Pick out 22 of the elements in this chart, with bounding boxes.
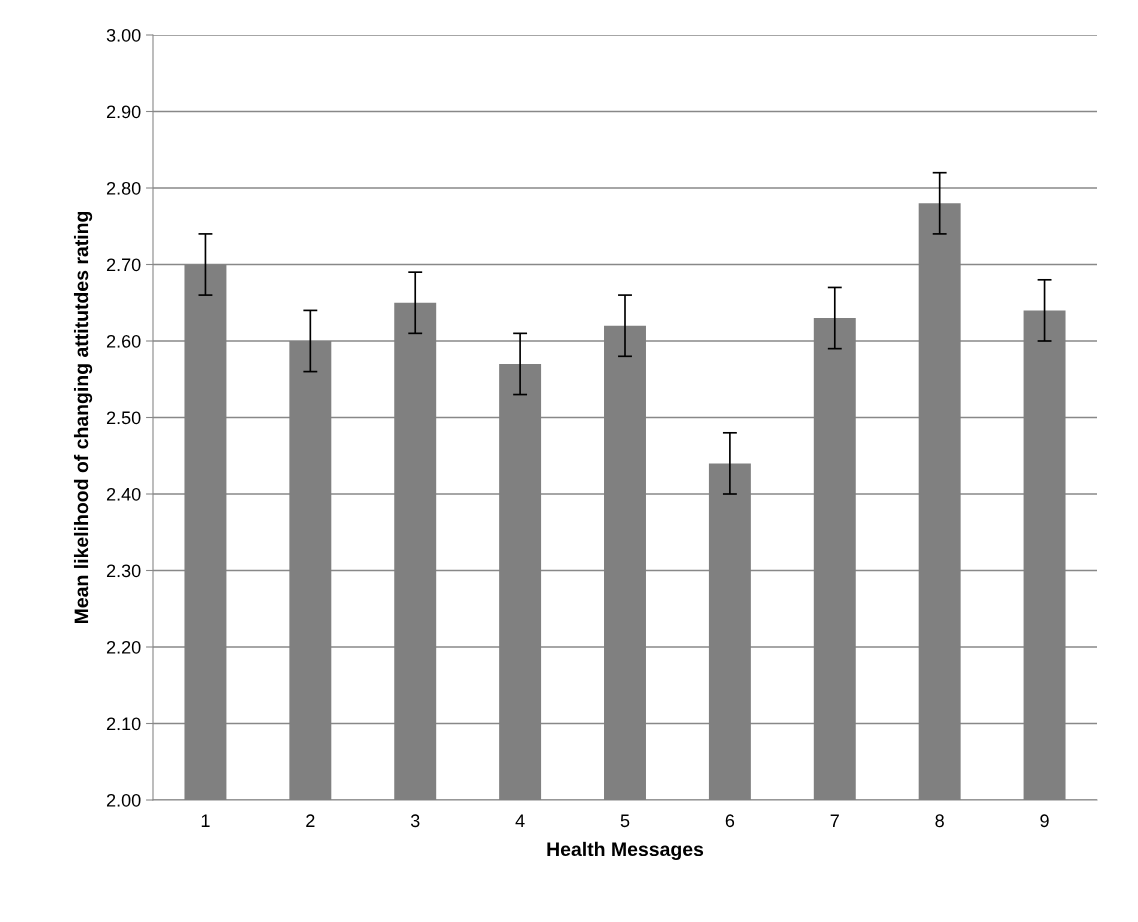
y-tick-label: 2.80 [106,181,141,195]
y-axis-title: Mean likelihood of changing attitutdes rating [73,211,93,624]
y-tick-label: 2.10 [106,717,141,731]
x-tick-label: 8 [935,814,944,828]
y-tick-label: 2.00 [106,793,141,807]
y-tick-label: 2.90 [106,105,141,119]
x-axis-title: Health Messages [547,841,704,861]
x-tick-label: 3 [410,814,420,828]
y-tick-label: 2.70 [106,258,141,272]
y-tick-label: 2.40 [106,487,141,501]
x-tick-label: 5 [620,814,630,828]
x-tick-label: 9 [1040,814,1049,828]
x-tick-label: 6 [725,814,735,828]
x-tick-label: 2 [306,814,315,827]
y-tick-label: 3.00 [106,28,141,42]
x-tick-label: 1 [201,814,210,827]
y-tick-label: 2.50 [106,411,141,425]
y-tick-label: 2.30 [106,564,141,578]
y-tick-label: 2.60 [106,334,141,348]
y-tick-label: 2.20 [106,640,141,654]
x-tick-label: 4 [515,814,525,827]
x-tick-label: 7 [830,814,839,827]
